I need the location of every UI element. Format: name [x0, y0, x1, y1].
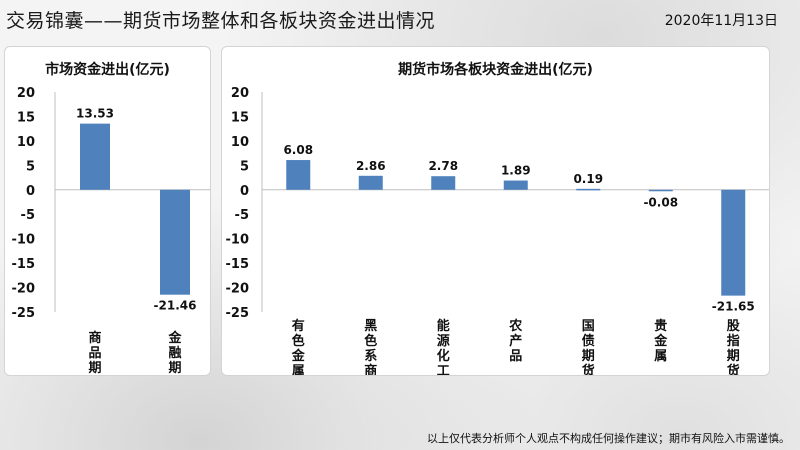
- bar: [576, 188, 601, 191]
- y-tick-label: 0: [240, 184, 249, 199]
- category-label: 能源化工: [437, 318, 450, 375]
- y-tick-label: 0: [26, 184, 35, 199]
- data-label: 2.86: [356, 159, 386, 173]
- bar: [721, 189, 746, 296]
- y-tick-label: -20: [226, 282, 250, 297]
- category-label: 有色金属: [291, 318, 306, 375]
- disclaimer-text: 以上仅代表分析师个人观点不构成任何操作建议；期市有风险入市需谨慎。: [427, 432, 790, 445]
- data-label: 13.53: [76, 107, 114, 121]
- market-flow-chart: 20 15 10 5 0 -5 -10 -15 -20 -25 13.53 商品期货 -21.46 金融期…: [12, 86, 210, 375]
- data-label: -21.46: [154, 299, 197, 313]
- market-flow-chart-panel: 市场资金进出(亿元) 20 15 10 5 0 -5 -10 -15 -20 -25 13.53 商品…: [4, 46, 211, 376]
- chart-title: 市场资金进出(亿元): [45, 62, 170, 78]
- category-label: 商品期货: [88, 330, 101, 375]
- bar: [80, 123, 110, 190]
- report-date: 2020年11月13日: [664, 13, 778, 29]
- bar: [648, 189, 673, 192]
- y-tick-label: -25: [12, 306, 36, 321]
- y-tick-label: 20: [17, 86, 35, 101]
- y-tick-label: 10: [17, 135, 35, 150]
- data-label: 0.19: [573, 172, 603, 186]
- y-tick-label: -10: [226, 233, 250, 248]
- sector-flow-chart: 20 15 10 5 0 -5 -10 -15 -20 -25 6.08 有色金属 2.86 黑色系商品 2…: [226, 86, 769, 375]
- category-label: 黑色系商品: [364, 319, 377, 375]
- y-tick-label: -15: [12, 257, 36, 272]
- bar: [431, 176, 456, 190]
- category-label: 股指期货: [727, 319, 740, 375]
- data-label: -21.65: [712, 300, 755, 314]
- data-label: -0.08: [643, 195, 678, 209]
- data-label: 2.78: [428, 159, 458, 173]
- data-label: 6.08: [283, 143, 313, 157]
- y-tick-label: 15: [17, 110, 35, 125]
- data-label: 1.89: [501, 164, 531, 178]
- y-tick-label: 20: [231, 86, 249, 101]
- bar: [503, 180, 528, 190]
- chart-title: 期货市场各板块资金进出(亿元): [398, 62, 593, 78]
- sector-flow-chart-panel: 期货市场各板块资金进出(亿元) 20 15 10 5 0 -5 -10 -15 -20 -25 6.…: [221, 46, 770, 376]
- y-tick-label: -5: [235, 208, 249, 223]
- bar: [160, 189, 190, 295]
- category-label: 国债期货: [582, 319, 595, 375]
- y-tick-label: -5: [21, 208, 35, 223]
- y-tick-label: 10: [231, 135, 249, 150]
- y-tick-label: 15: [231, 110, 249, 125]
- y-tick-label: 5: [26, 159, 35, 174]
- bar: [358, 175, 383, 190]
- page-title: 交易锦囊——期货市场整体和各板块资金进出情况: [6, 10, 436, 32]
- category-label: 贵金属: [653, 318, 668, 364]
- y-tick-label: -20: [12, 282, 36, 297]
- category-label: 农产品: [508, 318, 522, 364]
- y-tick-label: 5: [240, 159, 249, 174]
- y-tick-label: -10: [12, 233, 36, 248]
- y-tick-label: -15: [226, 257, 250, 272]
- y-tick-label: -25: [226, 306, 250, 321]
- category-label: 金融期货: [167, 330, 182, 375]
- bar: [286, 160, 311, 190]
